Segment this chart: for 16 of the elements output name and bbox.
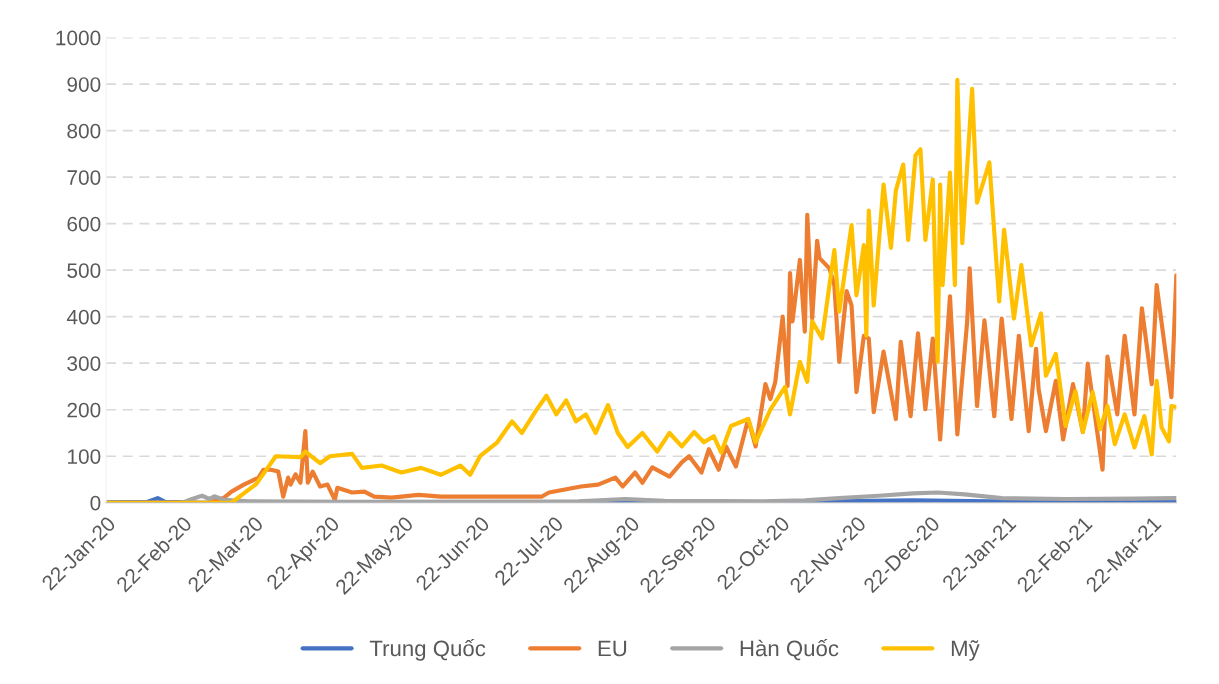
line-series [106, 77, 1177, 503]
y-tick-label: 100 [68, 449, 101, 464]
y-tick-label: 300 [67, 356, 101, 371]
y-tick-label: 700 [67, 170, 101, 185]
y-tick-label: 600 [67, 216, 101, 232]
y-tick-label: 500 [67, 263, 101, 278]
legend-label: Trung Quốc [369, 639, 486, 661]
legend-label: Hàn Quốc [740, 639, 839, 661]
y-tick-label: 800 [67, 123, 101, 139]
y-tick-label: 1000 [56, 30, 101, 46]
legend-label: Mỹ [951, 640, 980, 661]
legend-label: EU [598, 640, 627, 657]
y-tick-label: 900 [67, 77, 101, 92]
y-tick-label: 0 [90, 495, 101, 511]
y-tick-label: 200 [67, 402, 101, 418]
y-tick-label: 400 [66, 309, 101, 325]
